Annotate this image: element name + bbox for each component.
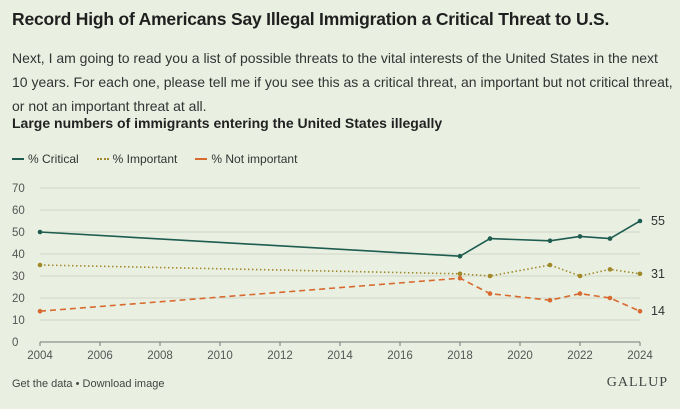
chart-title: Record High of Americans Say Illegal Imm… (12, 9, 610, 29)
x-tick-label-2022: 2022 (567, 350, 593, 362)
end-label-not-important: 14 (651, 304, 665, 318)
question-text: Large numbers of immigrants entering the… (12, 115, 443, 131)
data-point-critical-2019 (487, 236, 493, 241)
data-point-important-2021 (547, 262, 553, 268)
x-tick-label-2020: 2020 (507, 350, 533, 362)
x-tick-label-2018: 2018 (447, 350, 473, 362)
y-tick-label-30: 30 (12, 271, 25, 283)
legend-label-important: % Important (112, 152, 178, 166)
data-point-important-2023 (607, 267, 613, 272)
legend-item-critical: % Critical (12, 152, 79, 166)
legend-item-important: % Important (96, 152, 178, 166)
y-tick-label-0: 0 (12, 337, 18, 349)
data-point-not-important-2022 (577, 291, 583, 296)
data-point-important-2019 (487, 273, 493, 279)
x-tick-label-2010: 2010 (207, 350, 233, 362)
x-tick-label-2014: 2014 (327, 350, 353, 362)
legend-label-critical: % Critical (28, 152, 79, 166)
data-point-critical-2004 (37, 229, 43, 235)
data-point-critical-2018 (457, 253, 463, 259)
footer-separator: • (72, 378, 83, 390)
data-point-not-important-2023 (607, 295, 613, 301)
data-point-not-important-2018 (457, 275, 463, 281)
end-label-critical: 55 (651, 214, 665, 228)
x-tick-label-2016: 2016 (387, 350, 413, 362)
x-tick-label-2004: 2004 (27, 350, 53, 362)
data-point-critical-2022 (577, 234, 583, 239)
x-tick-label-2024: 2024 (627, 350, 653, 362)
data-point-not-important-2021 (547, 297, 553, 303)
data-point-critical-2021 (547, 238, 553, 244)
chart-subtitle: Next, I am going to read you a list of p… (12, 50, 673, 114)
y-tick-label-20: 20 (12, 293, 25, 305)
data-point-important-2004 (37, 262, 43, 268)
y-tick-label-40: 40 (12, 249, 25, 261)
series-line-not-important (39, 277, 641, 312)
legend-swatch-important (96, 158, 109, 160)
data-point-important-2018 (457, 271, 463, 277)
y-tick-label-50: 50 (12, 227, 25, 239)
gallup-logo: GALLUP (606, 375, 668, 390)
data-point-not-important-2004 (37, 308, 43, 314)
data-point-critical-2023 (607, 236, 613, 241)
chart-legend: % Critical % Important % Not important (12, 151, 297, 167)
x-tick-label-2012: 2012 (267, 350, 293, 362)
data-point-important-2022 (577, 273, 583, 279)
download-image-link[interactable]: Download image (82, 378, 165, 390)
x-tick-label-2008: 2008 (147, 350, 173, 362)
data-point-critical-2024 (637, 218, 643, 224)
footer-links: Get the data • Download image (12, 378, 164, 390)
legend-swatch-critical (12, 158, 24, 160)
data-point-not-important-2024 (637, 308, 643, 314)
x-tick-label-2006: 2006 (87, 350, 113, 362)
line-chart: 0 10 20 30 40 50 60 70 2004 2006 2008 2010 2012 2014 2… (12, 183, 665, 362)
y-tick-label-60: 60 (12, 205, 25, 217)
y-tick-label-10: 10 (12, 315, 25, 327)
legend-label-not-important: % Not important (211, 152, 298, 166)
y-tick-label-70: 70 (12, 183, 25, 195)
legend-swatch-not-important (195, 158, 208, 160)
data-point-not-important-2019 (487, 291, 493, 296)
get-data-link[interactable]: Get the data (12, 378, 73, 390)
legend-item-not-important: % Not important (195, 152, 297, 166)
end-label-important: 31 (651, 267, 665, 281)
data-point-important-2024 (637, 271, 643, 277)
